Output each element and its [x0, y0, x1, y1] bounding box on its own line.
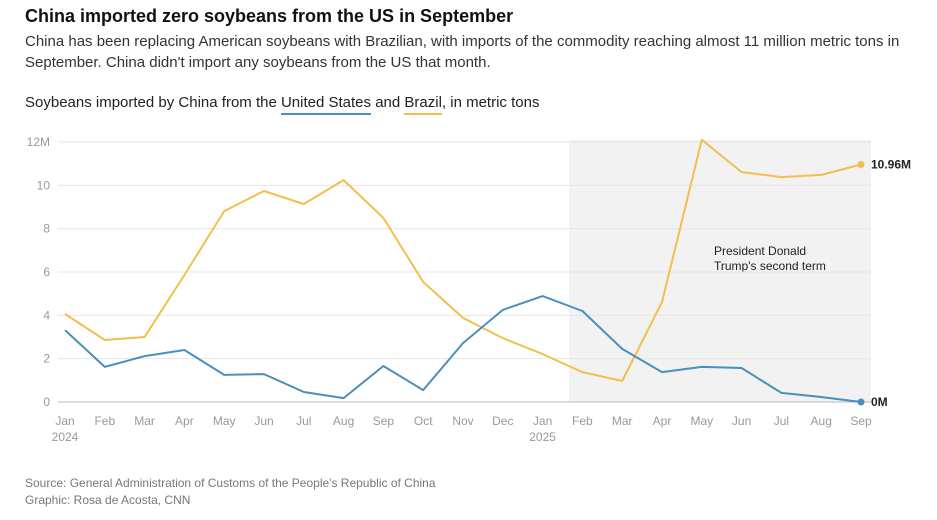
x-tick-label: Nov — [452, 414, 473, 428]
x-tick-label: Mar — [612, 414, 633, 428]
footer: Source: General Administration of Custom… — [25, 475, 436, 509]
x-tick-label: Apr — [175, 414, 194, 428]
headline: China imported zero soybeans from the US… — [25, 6, 514, 26]
end-label: 10.96M — [871, 158, 911, 172]
x-tick-label: Jun — [254, 414, 273, 428]
end-label: 0M — [871, 395, 888, 409]
x-tick-label: Apr — [653, 414, 672, 428]
y-tick-label: 0 — [43, 395, 50, 409]
x-tick-label: Sep — [373, 414, 395, 428]
x-tick-label: Oct — [414, 414, 433, 428]
y-tick-label: 6 — [43, 265, 50, 279]
end-point — [857, 161, 865, 169]
legend-united-states: United States — [280, 94, 372, 115]
x-tick-label: Dec — [492, 414, 513, 428]
shaded-region-label: Trump's second term — [714, 259, 826, 273]
chart-title-prefix: Soybeans imported by China from the — [25, 94, 281, 111]
x-year-label: 2024 — [52, 430, 79, 444]
x-tick-label: Jan — [533, 414, 552, 428]
series-line-brazil — [64, 138, 862, 382]
x-tick-label: May — [690, 414, 713, 428]
x-tick-label: Feb — [94, 414, 115, 428]
y-tick-label: 4 — [43, 308, 50, 322]
x-tick-label: Jun — [732, 414, 751, 428]
y-tick-label: 2 — [43, 352, 50, 366]
end-point — [857, 398, 865, 406]
x-tick-label: Feb — [572, 414, 593, 428]
x-tick-label: Mar — [134, 414, 155, 428]
chart-title-suffix: , in metric tons — [441, 94, 540, 111]
chart-title-and: and — [371, 94, 405, 111]
y-tick-label: 10 — [37, 178, 51, 192]
chart-title: Soybeans imported by China from the Unit… — [25, 94, 540, 115]
x-tick-label: Jul — [296, 414, 311, 428]
y-tick-label: 8 — [43, 222, 50, 236]
x-tick-label: Sep — [850, 414, 872, 428]
shaded-region-label: President Donald — [714, 244, 806, 258]
x-tick-label: May — [213, 414, 236, 428]
subtitle: China has been replacing American soybea… — [25, 33, 900, 71]
source: Source: General Administration of Custom… — [25, 476, 436, 490]
legend-brazil: Brazil — [404, 94, 442, 115]
series-line-united-states — [64, 295, 862, 403]
graphic-credit: Graphic: Rosa de Acosta, CNN — [25, 493, 191, 507]
x-year-label: 2025 — [529, 430, 556, 444]
y-tick-label: 12M — [27, 135, 50, 149]
x-tick-label: Aug — [333, 414, 354, 428]
x-tick-label: Aug — [811, 414, 832, 428]
x-tick-label: Jan — [55, 414, 74, 428]
x-tick-label: Jul — [774, 414, 789, 428]
